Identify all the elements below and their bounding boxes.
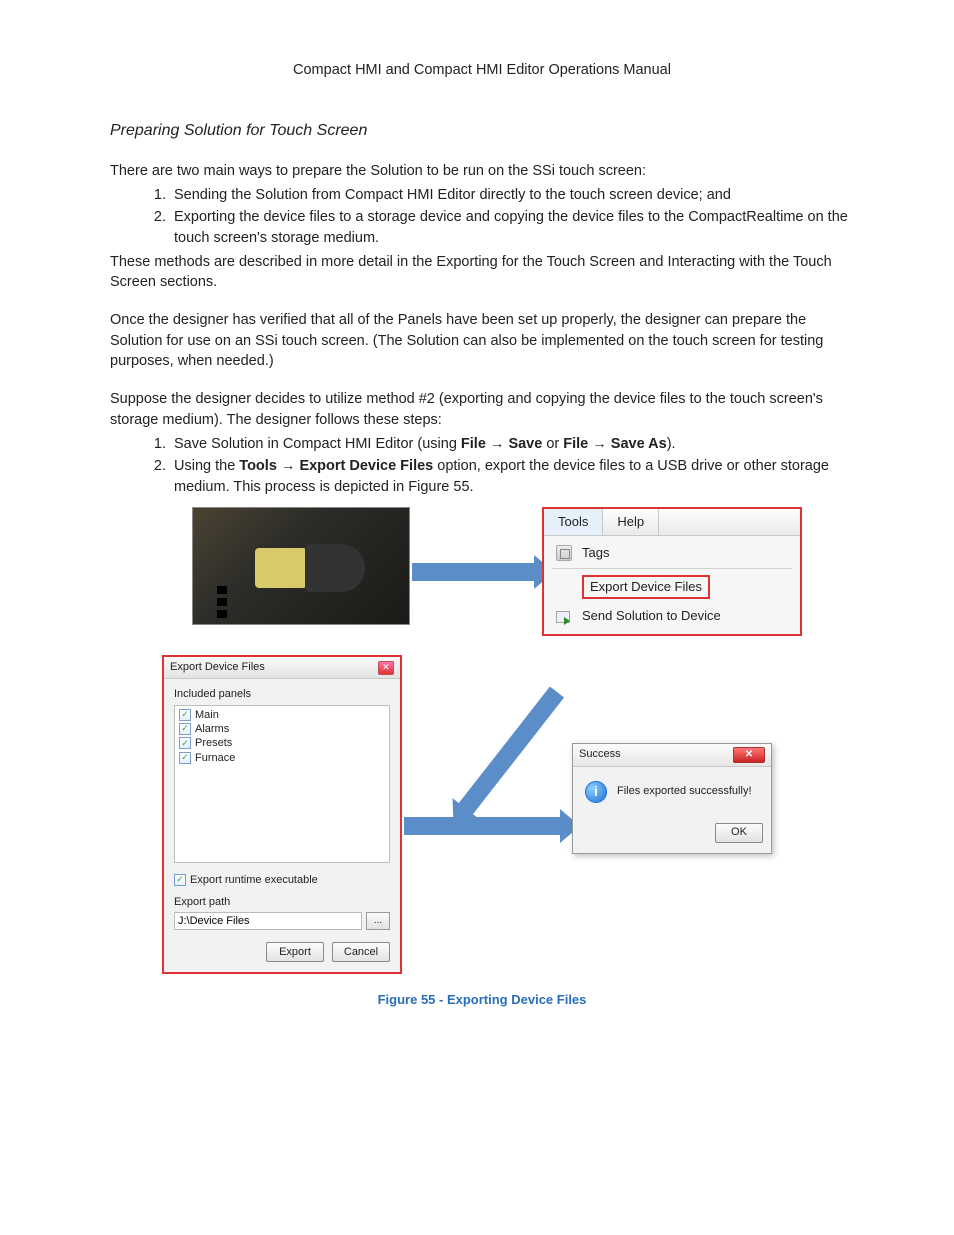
- panel-checkbox-row[interactable]: ✓ Main: [179, 708, 385, 722]
- browse-button[interactable]: ...: [366, 912, 390, 930]
- menu-item-send-solution[interactable]: Send Solution to Device: [544, 603, 800, 629]
- tools-menu-screenshot: Tools Help Tags Export Device Files Send…: [542, 507, 802, 636]
- arrow-icon: [458, 686, 565, 815]
- success-dialog: Success ✕ i Files exported successfully!…: [572, 743, 772, 854]
- panel-list: ✓ Main ✓ Alarms ✓ Presets ✓ Furnace: [174, 705, 390, 863]
- ok-button[interactable]: OK: [715, 823, 763, 843]
- panel-label: Furnace: [195, 751, 235, 765]
- panel-checkbox-row[interactable]: ✓ Alarms: [179, 722, 385, 736]
- figure-55: Tools Help Tags Export Device Files Send…: [162, 507, 802, 987]
- page-header: Compact HMI and Compact HMI Editor Opera…: [110, 60, 854, 80]
- text: Using the: [174, 458, 239, 474]
- text: Save Solution in Compact HMI Editor (usi…: [174, 436, 461, 452]
- checkbox-icon[interactable]: ✓: [174, 874, 186, 886]
- panel-label: Main: [195, 708, 219, 722]
- export-device-files-dialog: Export Device Files ✕ Included panels ✓ M…: [162, 655, 402, 974]
- export-path-label: Export path: [174, 895, 390, 910]
- usb-photo: [192, 507, 410, 625]
- arrow-icon: [404, 817, 562, 835]
- blank-icon: [556, 579, 572, 595]
- methods-note: These methods are described in more deta…: [110, 252, 854, 293]
- menu-path: File → Save: [461, 436, 542, 452]
- list-item: Save Solution in Compact HMI Editor (usi…: [170, 434, 854, 454]
- dialog-titlebar: Success ✕: [573, 744, 771, 767]
- menu-dropdown: Tags Export Device Files Send Solution t…: [544, 536, 800, 634]
- list-item: Exporting the device files to a storage …: [170, 207, 854, 248]
- close-icon[interactable]: ✕: [378, 661, 394, 675]
- section-title: Preparing Solution for Touch Screen: [110, 120, 854, 142]
- panel-checkbox-row[interactable]: ✓ Presets: [179, 736, 385, 750]
- checkbox-icon[interactable]: ✓: [179, 723, 191, 735]
- menu-help[interactable]: Help: [603, 509, 659, 535]
- menu-item-export-device-files[interactable]: Export Device Files: [544, 571, 800, 603]
- export-button[interactable]: Export: [266, 942, 324, 962]
- menu-path: File → Save As: [563, 436, 666, 452]
- text: ).: [667, 436, 676, 452]
- menu-item-label: Send Solution to Device: [582, 607, 721, 625]
- send-icon: [556, 609, 572, 625]
- usb-ports-icon: [217, 586, 227, 594]
- success-message: Files exported successfully!: [617, 784, 752, 799]
- arrow-icon: [412, 563, 536, 581]
- info-icon: i: [585, 781, 607, 803]
- export-path-input[interactable]: [174, 912, 362, 930]
- panel-label: Alarms: [195, 722, 229, 736]
- ways-list: Sending the Solution from Compact HMI Ed…: [170, 185, 854, 248]
- menu-path: Tools → Export Device Files: [239, 458, 433, 474]
- menu-item-label: Tags: [582, 544, 609, 562]
- text: or: [542, 436, 563, 452]
- dialog-title: Success: [579, 747, 621, 762]
- checkbox-icon[interactable]: ✓: [179, 752, 191, 764]
- close-icon[interactable]: ✕: [733, 747, 765, 763]
- menu-item-label: Export Device Files: [582, 575, 710, 599]
- tags-icon: [556, 545, 572, 561]
- export-runtime-checkbox[interactable]: ✓ Export runtime executable: [174, 873, 390, 887]
- menu-tools[interactable]: Tools: [544, 509, 603, 535]
- intro-paragraph: There are two main ways to prepare the S…: [110, 161, 854, 181]
- list-item: Using the Tools → Export Device Files op…: [170, 456, 854, 497]
- included-panels-label: Included panels: [174, 687, 390, 702]
- suppose-paragraph: Suppose the designer decides to utilize …: [110, 389, 854, 430]
- steps-list: Save Solution in Compact HMI Editor (usi…: [170, 434, 854, 497]
- checkbox-icon[interactable]: ✓: [179, 709, 191, 721]
- list-item: Sending the Solution from Compact HMI Ed…: [170, 185, 854, 205]
- cancel-button[interactable]: Cancel: [332, 942, 390, 962]
- runtime-label: Export runtime executable: [190, 873, 318, 887]
- verify-paragraph: Once the designer has verified that all …: [110, 310, 854, 371]
- menubar: Tools Help: [544, 509, 800, 536]
- menu-item-tags[interactable]: Tags: [544, 540, 800, 566]
- checkbox-icon[interactable]: ✓: [179, 737, 191, 749]
- panel-checkbox-row[interactable]: ✓ Furnace: [179, 751, 385, 765]
- dialog-titlebar: Export Device Files ✕: [164, 657, 400, 679]
- panel-label: Presets: [195, 736, 232, 750]
- separator: [552, 568, 792, 569]
- figure-caption: Figure 55 - Exporting Device Files: [110, 991, 854, 1009]
- dialog-title: Export Device Files: [170, 660, 265, 675]
